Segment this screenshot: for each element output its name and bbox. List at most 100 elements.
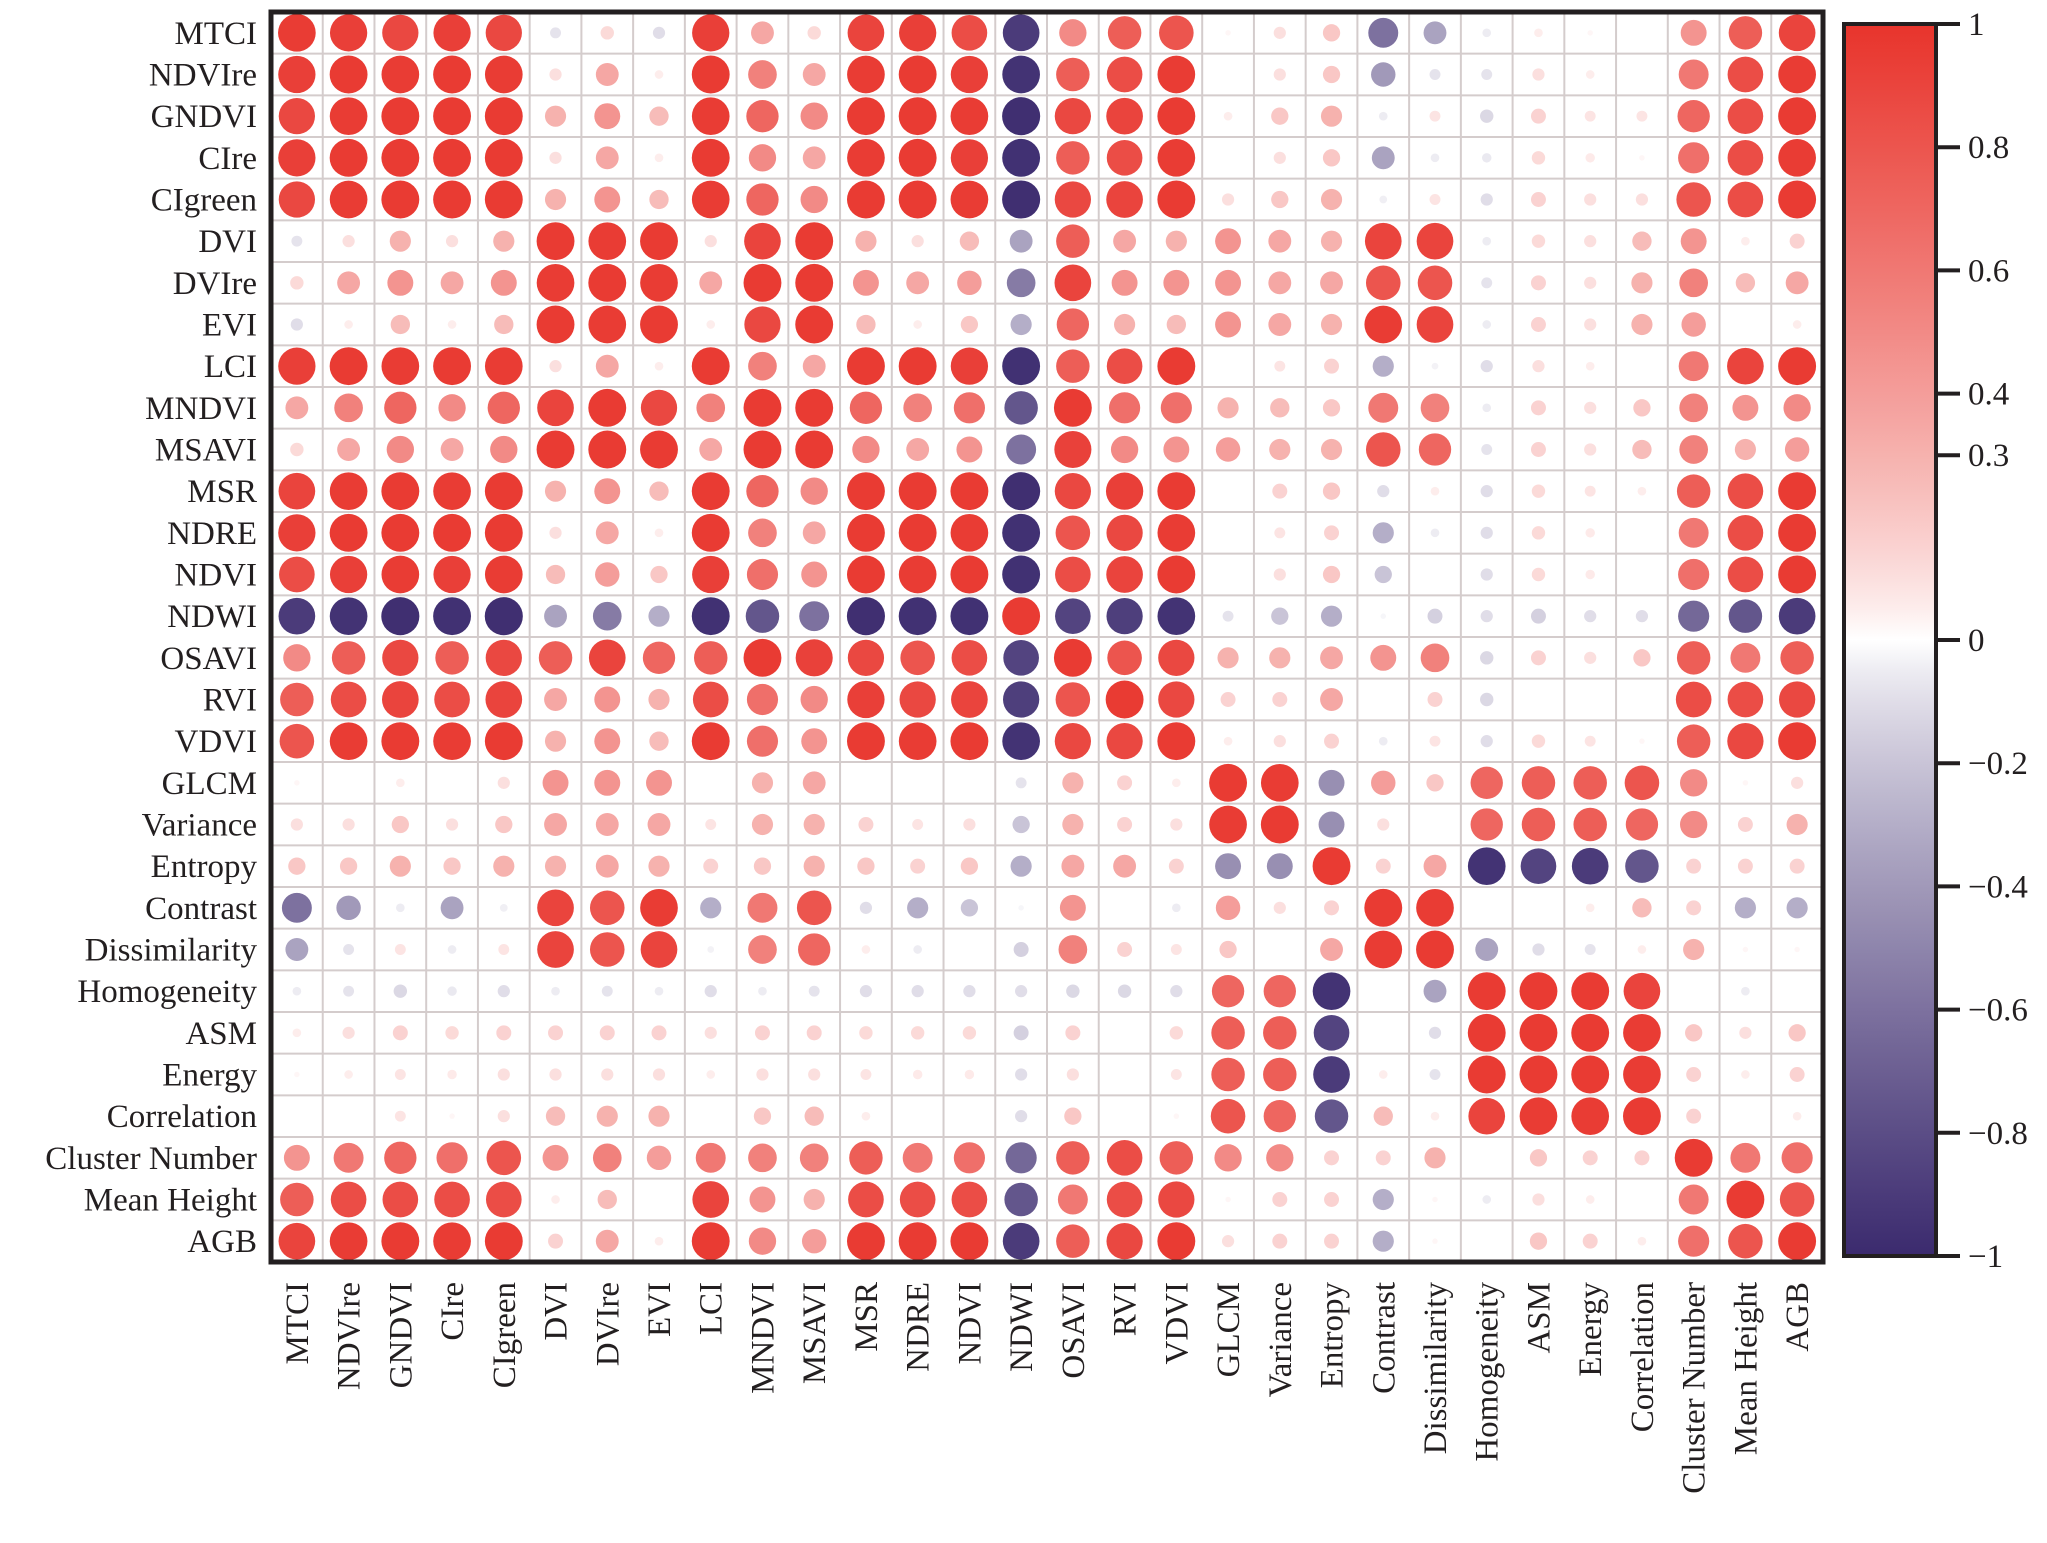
corr-dot-contrast-contrast <box>1364 888 1403 927</box>
corr-dot-variance-dvi <box>544 813 567 836</box>
corr-dot-contrast-variance <box>1273 901 1286 914</box>
corr-dot-dvi-evi <box>640 222 678 261</box>
corr-dot-ndre-mndvi <box>748 518 777 548</box>
corr-dot-agb-energy <box>1582 1233 1598 1249</box>
corr-dot-entropy-vdvi <box>1168 858 1184 874</box>
corr-dot-dissimilarity-lci <box>707 946 715 953</box>
corr-dot-dvi-mndvi <box>744 222 781 260</box>
corr-dot-energy-variance <box>1263 1057 1297 1092</box>
colorbar-tick-label: −0.2 <box>1968 746 2028 782</box>
corr-dot-agb-msavi <box>801 1228 827 1254</box>
corr-dot-ndvire-msr <box>847 55 885 94</box>
corr-dot-entropy-energy <box>1571 847 1609 885</box>
corr-dot-gndvi-glcm <box>1223 111 1233 121</box>
corr-dot-energy-cire <box>447 1069 457 1080</box>
corr-dot-glcm-ndwi <box>1015 777 1027 789</box>
corr-dot-rvi-mtci <box>280 682 314 717</box>
corr-dot-osavi-homogeneity <box>1480 651 1494 665</box>
corr-dot-ndre-contrast <box>1372 522 1394 544</box>
corr-dot-cire-dvi <box>549 151 562 164</box>
y-label-ndvi: NDVI <box>175 558 257 594</box>
corr-dot-lci-agb <box>1778 347 1817 386</box>
corr-dot-evi-variance <box>1268 313 1292 336</box>
corr-dot-mndvi-homogeneity <box>1482 403 1492 413</box>
corr-dot-lci-vdvi <box>1157 347 1196 386</box>
corr-dot-mndvi-dvi <box>537 389 574 427</box>
corr-dot-glcm-agb <box>1791 776 1804 789</box>
corr-dot-cire-mean-height <box>1727 140 1764 176</box>
corr-dot-evi-glcm <box>1215 311 1242 338</box>
corr-dot-mndvi-entropy <box>1322 399 1341 417</box>
corr-dot-ndvire-variance <box>1273 68 1286 81</box>
corr-dot-asm-energy <box>1571 1013 1610 1052</box>
corr-dot-contrast-evi <box>640 888 678 927</box>
corr-dot-asm-mtci <box>292 1028 302 1038</box>
x-label-msr: MSR <box>849 1282 885 1352</box>
corr-dot-cluster-number-cluster-number <box>1674 1138 1713 1177</box>
corr-dot-ndre-entropy <box>1324 525 1340 541</box>
x-label-ndvire: NDVIre <box>332 1282 368 1390</box>
corr-dot-gndvi-dvire <box>594 103 621 130</box>
corr-dot-entropy-homogeneity <box>1467 847 1506 886</box>
corr-dot-homogeneity-mean-height <box>1741 986 1750 996</box>
corr-dot-asm-gndvi <box>392 1025 408 1041</box>
corr-dot-gndvi-homogeneity <box>1480 109 1494 123</box>
corr-dot-osavi-evi <box>642 641 676 675</box>
corr-dot-glcm-cigreen <box>497 776 510 789</box>
corr-dot-variance-rvi <box>1117 817 1133 832</box>
corr-dot-dvi-osavi <box>1056 224 1090 258</box>
corr-dot-evi-contrast <box>1364 305 1403 344</box>
corr-dot-contrast-osavi <box>1059 894 1086 921</box>
corr-dot-dvire-dissimilarity <box>1417 265 1453 301</box>
corr-dot-gndvi-dissimilarity <box>1429 110 1441 122</box>
corr-dot-evi-dissimilarity <box>1416 306 1454 343</box>
x-label-osavi: OSAVI <box>1056 1282 1092 1379</box>
corr-dot-ndvi-contrast <box>1374 565 1392 584</box>
corr-dot-rvi-lci <box>692 681 729 718</box>
corr-dot-cluster-number-asm <box>1529 1149 1548 1167</box>
corr-dot-ndre-ndvi <box>950 513 989 552</box>
corr-dot-osavi-dissimilarity <box>1420 643 1450 673</box>
corr-dot-energy-cigreen <box>497 1068 510 1081</box>
corr-dot-contrast-vdvi <box>1172 903 1181 913</box>
corr-dot-cire-cluster-number <box>1678 142 1710 174</box>
corr-dot-variance-mtci <box>290 818 303 831</box>
corr-dot-glcm-variance <box>1260 763 1299 802</box>
corr-dot-lci-energy <box>1585 361 1595 371</box>
corr-dot-dissimilarity-evi <box>640 931 678 968</box>
corr-dot-evi-osavi <box>1056 308 1090 341</box>
corr-dot-ndwi-ndwi <box>1002 597 1041 636</box>
corr-dot-osavi-correlation <box>1633 649 1651 667</box>
corr-dot-mtci-msr <box>847 14 885 52</box>
corr-dot-ndvire-agb <box>1778 55 1816 94</box>
corr-dot-ndvi-mtci <box>279 556 315 593</box>
corr-dot-gndvi-variance <box>1271 107 1289 125</box>
corr-dot-cigreen-mndvi <box>746 183 779 216</box>
corr-dot-mndvi-vdvi <box>1160 392 1192 424</box>
corr-dot-energy-correlation <box>1623 1055 1661 1094</box>
corr-dot-rvi-cluster-number <box>1675 681 1712 718</box>
corr-dot-rvi-entropy <box>1320 688 1343 711</box>
corr-dot-dissimilarity-ndre <box>913 945 922 954</box>
corr-dot-dvire-glcm <box>1215 269 1242 296</box>
corr-dot-cire-cigreen <box>484 138 523 177</box>
corr-dot-msavi-correlation <box>1632 439 1652 460</box>
corr-dot-msr-mndvi <box>746 474 779 508</box>
corr-dot-cluster-number-gndvi <box>384 1141 417 1175</box>
corr-dot-cire-dvire <box>595 146 619 170</box>
y-label-ndre: NDRE <box>167 516 257 552</box>
corr-dot-cluster-number-rvi <box>1106 1140 1143 1176</box>
corr-dot-cigreen-asm <box>1530 192 1546 207</box>
corr-dot-mndvi-cigreen <box>487 391 520 425</box>
corr-dot-dissimilarity-mean-height <box>1742 946 1749 953</box>
x-label-dvire: DVIre <box>590 1282 626 1366</box>
corr-dot-ndvire-cluster-number <box>1678 59 1709 90</box>
corr-dot-ndvire-ndwi <box>1002 55 1040 94</box>
corr-dot-cluster-number-mean-height <box>1730 1142 1761 1173</box>
corr-dot-ndre-dissimilarity <box>1430 528 1440 538</box>
corr-dot-mtci-cluster-number <box>1680 19 1707 46</box>
colorbar-ticks: 1 0.8 0.6 0.4 0.3 0 −0.2 −0.4 −0.6 −0.8 −1 <box>1936 7 2028 1275</box>
corr-dot-mean-height-cigreen <box>485 1181 522 1218</box>
corr-dot-variance-ndwi <box>1012 815 1030 834</box>
corr-dot-energy-msr <box>860 1069 872 1080</box>
